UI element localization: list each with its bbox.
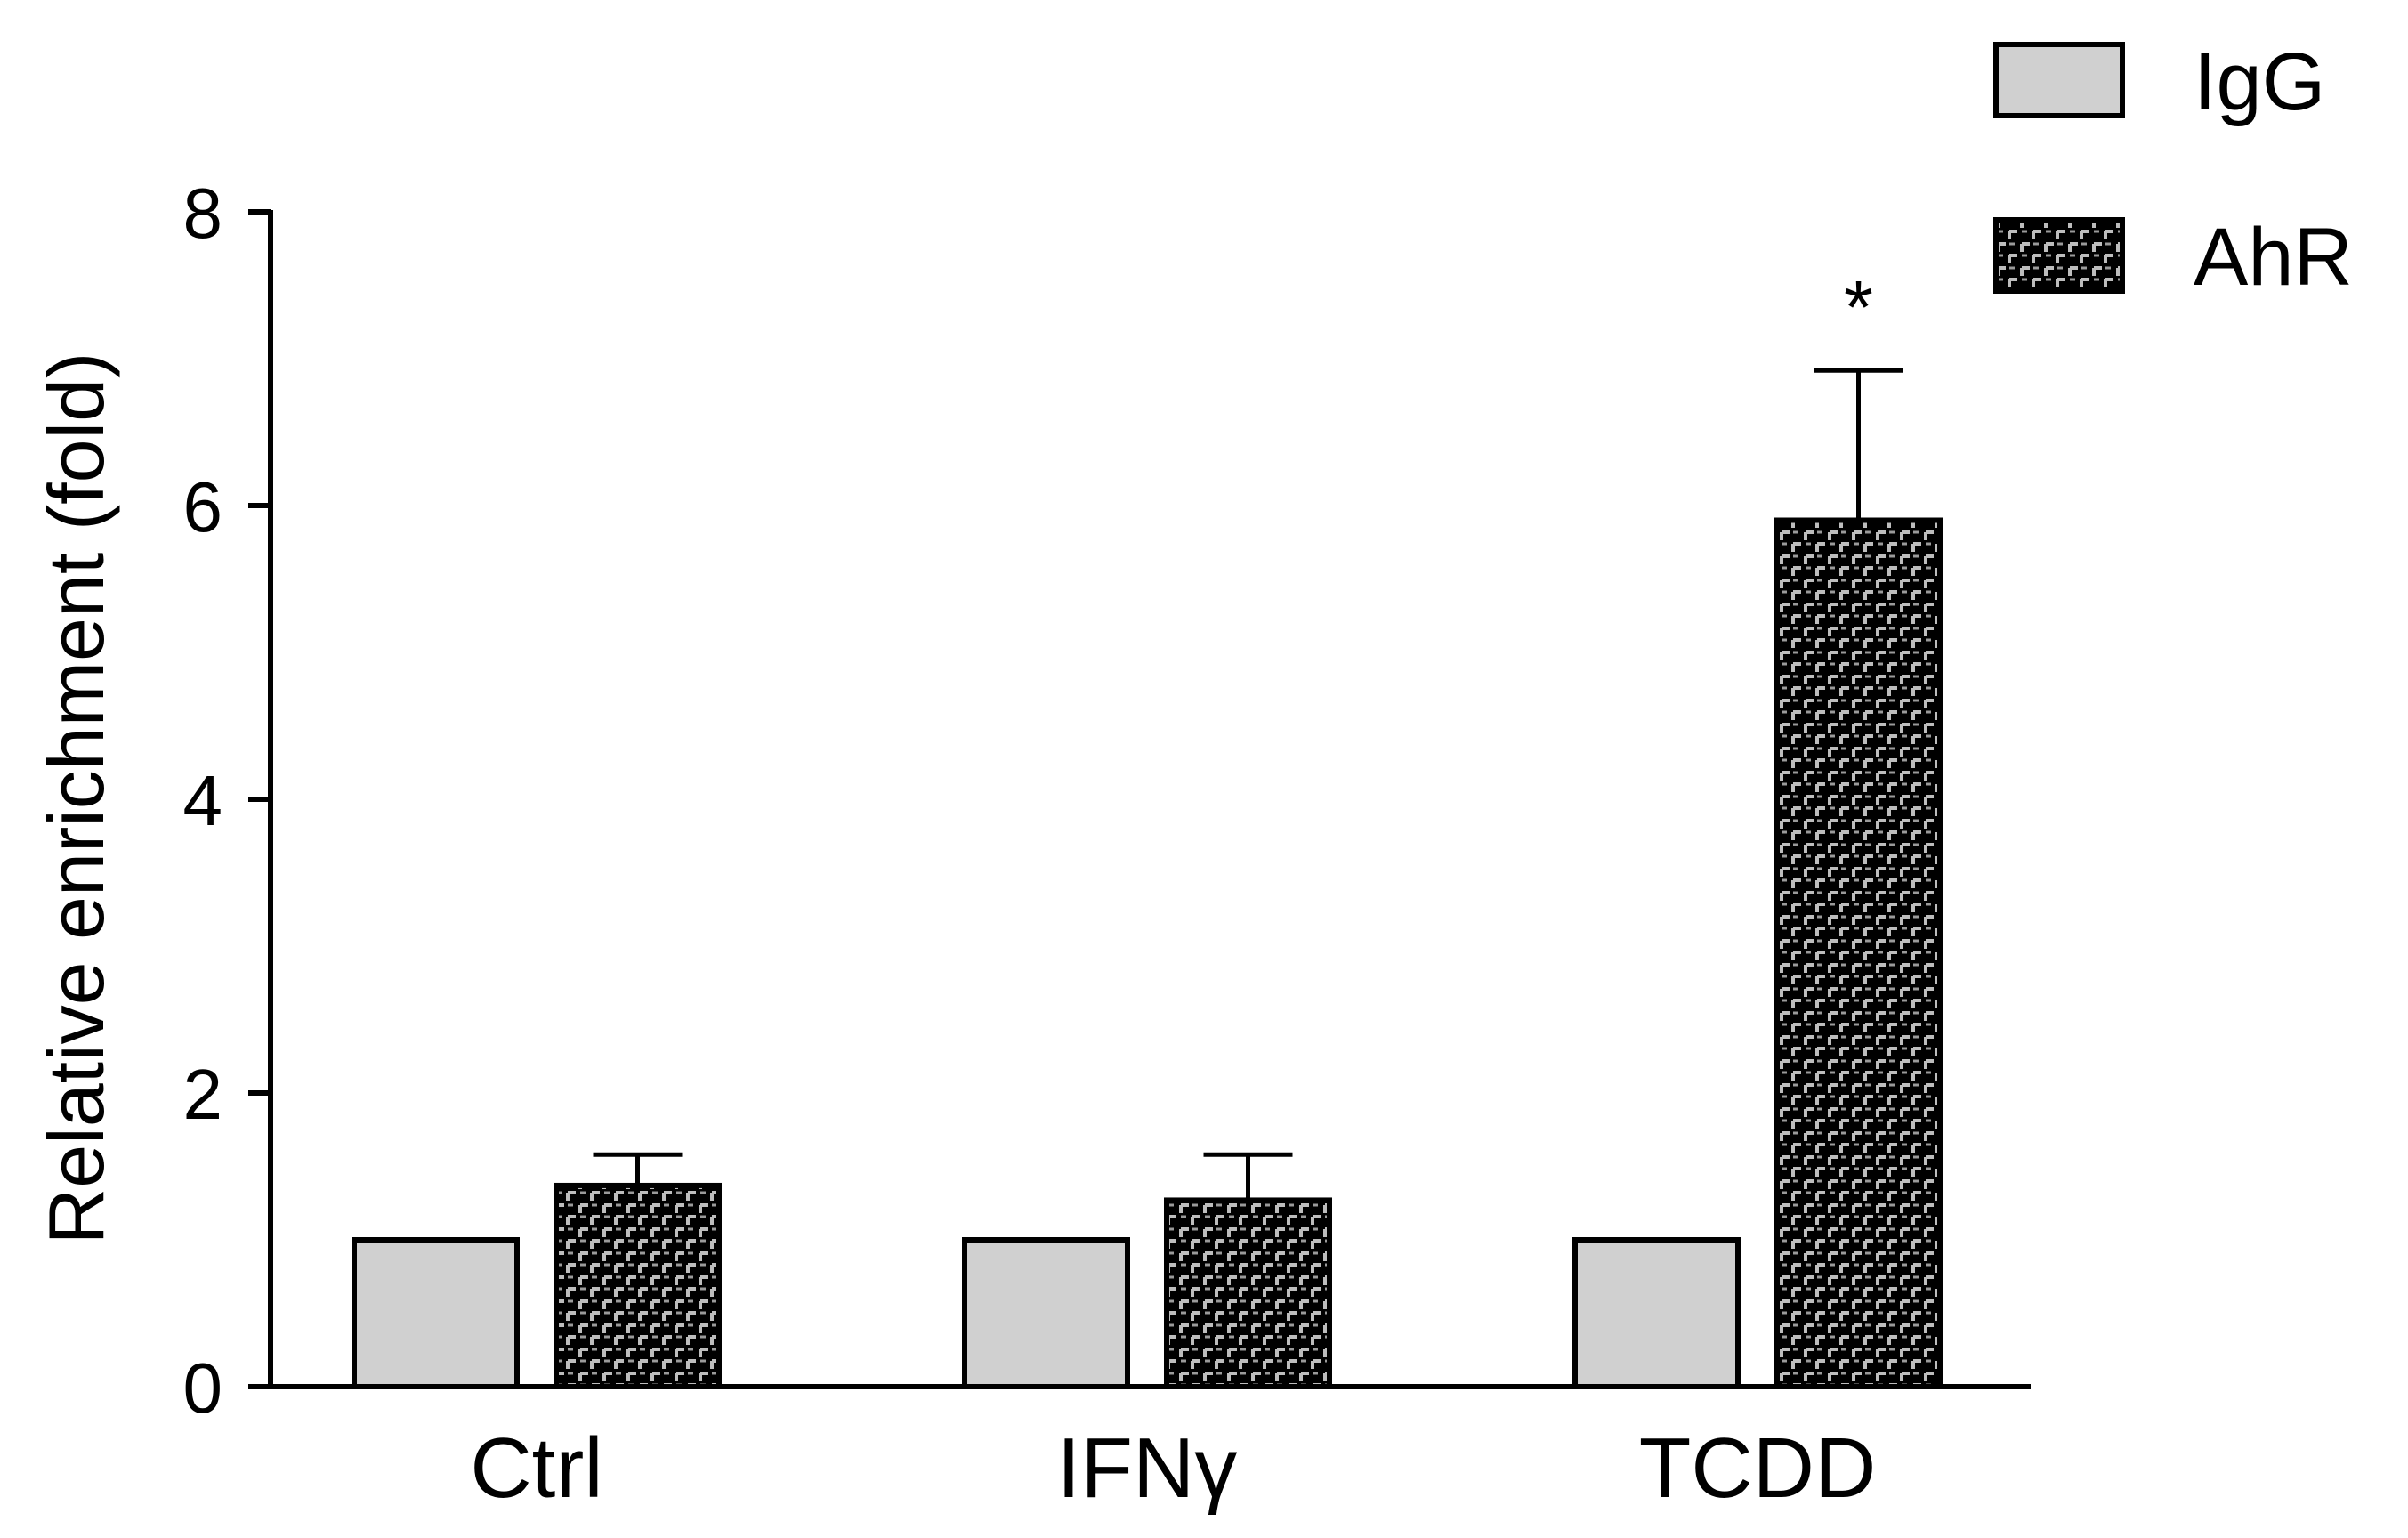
bars-layer	[352, 517, 1943, 1389]
legend-label-ahr: AhR	[2194, 212, 2353, 303]
y-tick-label: 4	[183, 761, 223, 840]
x-tick-label-tcdd: TCDD	[1639, 1421, 1877, 1516]
y-axis-title: Relative enrichment (fold)	[32, 352, 120, 1245]
bar-igg-ctrl	[352, 1237, 520, 1389]
y-tick-label: 8	[183, 174, 223, 253]
legend-label-igg: IgG	[2194, 36, 2325, 127]
bar-ahr-ctrl	[554, 1182, 722, 1389]
x-tick-labels: Ctrl IFNγ TCDD	[470, 1421, 1876, 1516]
x-tick-label-ctrl: Ctrl	[470, 1421, 602, 1516]
legend-swatch-igg	[1993, 42, 2125, 118]
bar-igg-tcdd	[1572, 1237, 1741, 1389]
annotations-layer: *	[1844, 265, 1873, 349]
error-bars-layer	[593, 368, 1903, 1201]
x-tick-label-ifn: IFNγ	[1057, 1421, 1238, 1516]
y-tick-label: 0	[183, 1348, 223, 1428]
legend: IgG AhR	[1993, 36, 2353, 303]
legend-swatch-ahr	[1993, 217, 2125, 294]
y-tick-label: 2	[183, 1055, 223, 1134]
axes	[268, 210, 2031, 1389]
bar-igg-ifn	[962, 1237, 1130, 1389]
significance-asterisk: *	[1844, 265, 1873, 349]
y-ticks: 0 2 4 6 8	[183, 174, 271, 1428]
y-tick-label: 6	[183, 467, 223, 546]
bar-ahr-ifn	[1164, 1197, 1332, 1389]
bar-ahr-tcdd	[1774, 517, 1943, 1389]
